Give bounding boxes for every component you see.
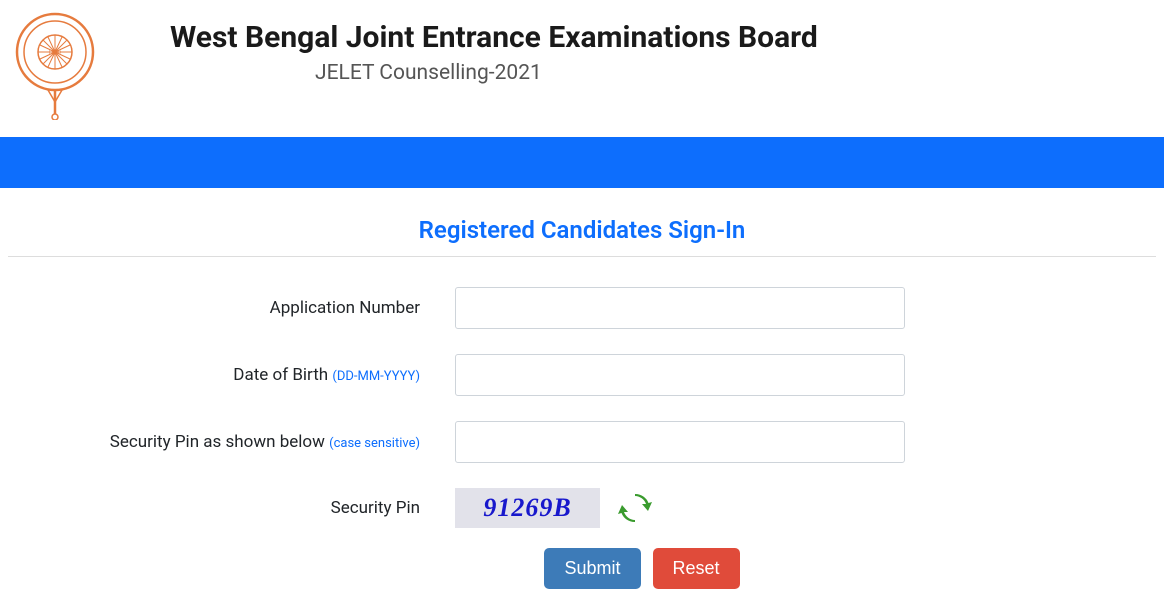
button-row: Submit Reset — [0, 548, 1164, 589]
captcha-row: Security Pin 91269B — [0, 488, 1164, 528]
signin-form: Application Number Date of Birth (DD-MM-… — [0, 287, 1164, 589]
reset-button[interactable]: Reset — [653, 548, 740, 589]
page-subtitle: JELET Counselling-2021 — [170, 61, 818, 85]
captcha-text: 91269B — [483, 493, 571, 523]
security-input-label: Security Pin as shown below (case sensit… — [0, 432, 455, 452]
refresh-captcha-icon[interactable] — [618, 491, 652, 525]
security-input-row: Security Pin as shown below (case sensit… — [0, 421, 1164, 463]
dob-label: Date of Birth (DD-MM-YYYY) — [0, 365, 455, 385]
dob-hint: (DD-MM-YYYY) — [332, 369, 420, 384]
security-input-hint: (case sensitive) — [329, 436, 420, 451]
security-pin-label: Security Pin — [0, 498, 455, 518]
app-number-row: Application Number — [0, 287, 1164, 329]
header-text-block: West Bengal Joint Entrance Examinations … — [170, 10, 818, 85]
section-title: Registered Candidates Sign-In — [0, 216, 1164, 244]
svg-text:ESTD: ESTD — [49, 50, 61, 56]
app-number-input[interactable] — [455, 287, 905, 329]
board-logo: ESTD — [10, 10, 100, 120]
page-header: ESTD West Bengal Joint Entrance Examinat… — [0, 0, 1164, 137]
captcha-image: 91269B — [455, 488, 600, 528]
page-title: West Bengal Joint Entrance Examinations … — [170, 20, 818, 55]
dob-input[interactable] — [455, 354, 905, 396]
submit-button[interactable]: Submit — [544, 548, 640, 589]
security-input-label-text: Security Pin as shown below — [110, 432, 325, 452]
nav-bar — [0, 137, 1164, 188]
divider — [8, 256, 1156, 257]
dob-label-text: Date of Birth — [233, 365, 328, 385]
dob-row: Date of Birth (DD-MM-YYYY) — [0, 354, 1164, 396]
security-pin-input[interactable] — [455, 421, 905, 463]
app-number-label: Application Number — [0, 298, 455, 318]
